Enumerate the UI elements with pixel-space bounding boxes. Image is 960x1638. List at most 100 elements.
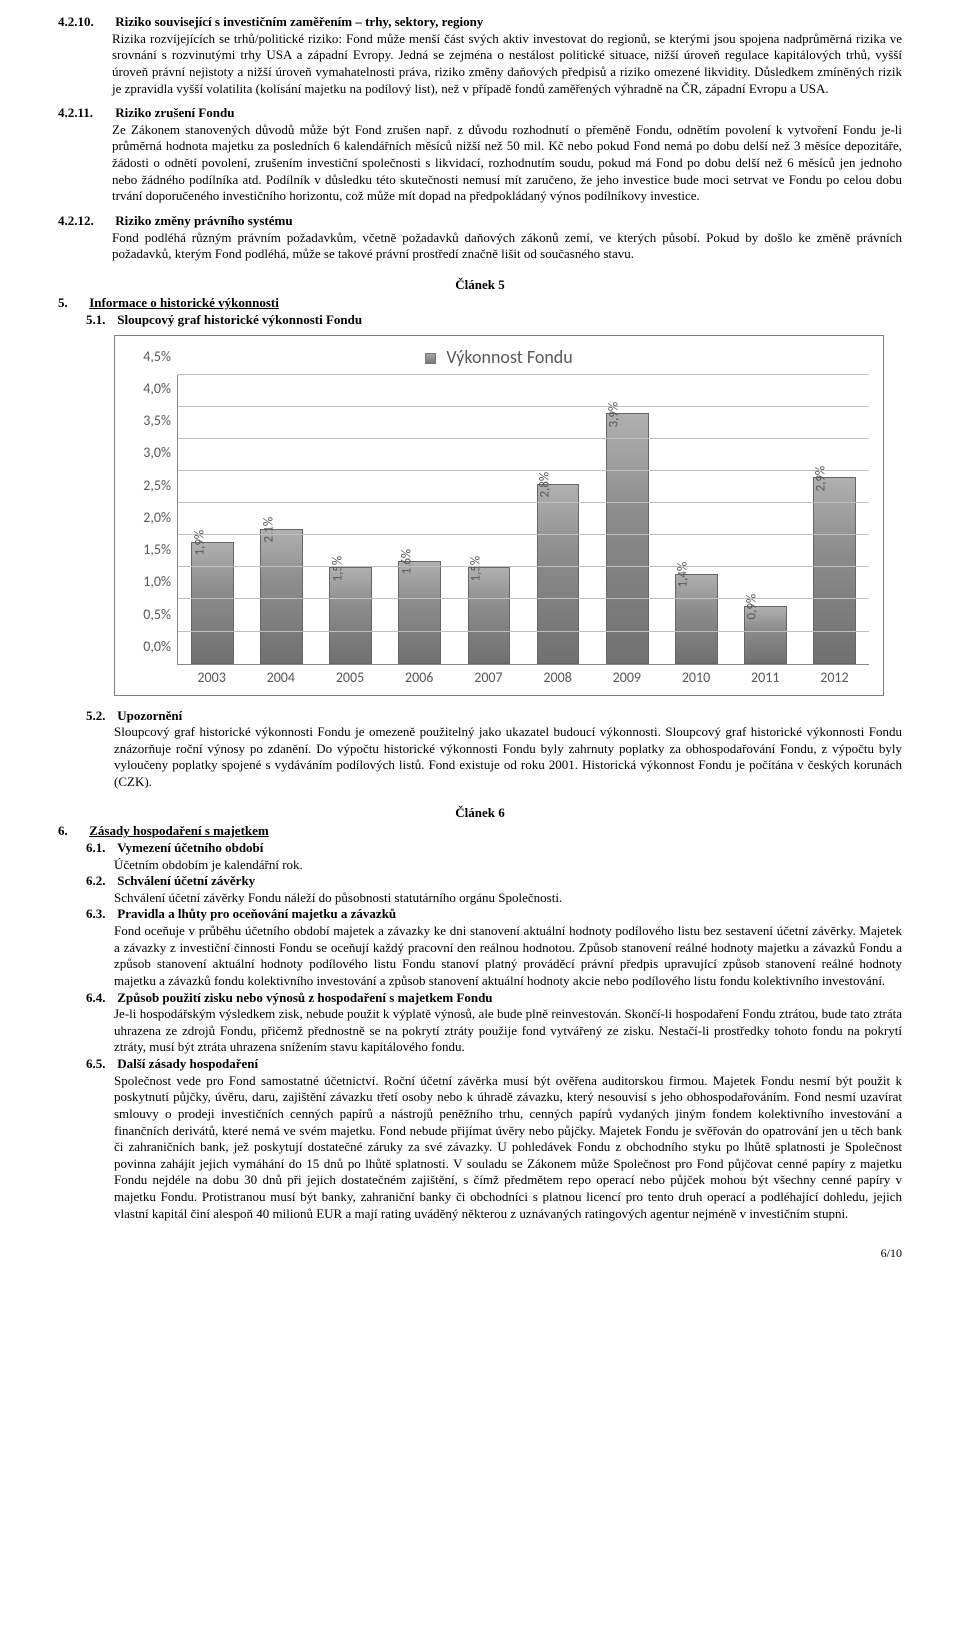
xtick-label: 2008 <box>523 669 592 687</box>
xtick-label: 2011 <box>731 669 800 687</box>
section-4-2-10: 4.2.10. Riziko související s investičním… <box>58 14 902 97</box>
sec-title: Vymezení účetního období <box>117 840 263 855</box>
ytick-label: 1,0% <box>143 573 171 591</box>
section-6-3: 6.3. Pravidla a lhůty pro oceňování maje… <box>86 906 902 923</box>
performance-chart: Výkonnost Fondu 0,0%0,5%1,0%1,5%2,0%2,5%… <box>114 335 884 696</box>
page-number: 6/10 <box>58 1246 902 1261</box>
sec-title: Informace o historické výkonnosti <box>89 295 279 310</box>
bar: 1,6% <box>398 561 441 664</box>
body-5-2: Sloupcový graf historické výkonnosti Fon… <box>114 724 902 791</box>
sec-title: Sloupcový graf historické výkonnosti Fon… <box>117 312 362 327</box>
heading-4-2-11: 4.2.11. Riziko zrušení Fondu <box>58 105 902 122</box>
body-6-3: Fond oceňuje v průběhu účetního období m… <box>114 923 902 990</box>
body-6-2: Schválení účetní závěrky Fondu náleží do… <box>114 890 902 907</box>
sec-title: Riziko zrušení Fondu <box>115 105 234 120</box>
sec-num: 6. <box>58 823 86 840</box>
gridline <box>178 502 869 503</box>
bar: 1,5% <box>468 567 511 663</box>
ytick-label: 2,5% <box>143 477 171 495</box>
ytick-label: 3,0% <box>143 444 171 462</box>
xtick-label: 2004 <box>246 669 315 687</box>
bar-value-label: 1,6% <box>399 549 418 575</box>
section-5: 5. Informace o historické výkonnosti <box>58 295 902 312</box>
ytick-label: 0,5% <box>143 606 171 624</box>
sec-num: 4.2.12. <box>58 213 112 230</box>
bar-slot: 1,6% <box>385 375 454 664</box>
bar: 0,9% <box>744 606 787 664</box>
sec-num: 5. <box>58 295 86 312</box>
article-6-title: Článek 6 <box>58 805 902 822</box>
legend-swatch-icon <box>425 353 436 364</box>
bar-value-label: 2,8% <box>537 472 556 498</box>
sec-num: 4.2.11. <box>58 105 112 122</box>
xtick-label: 2003 <box>177 669 246 687</box>
section-6-1: 6.1. Vymezení účetního období <box>86 840 902 857</box>
bar-slot: 1,5% <box>454 375 523 664</box>
gridline <box>178 470 869 471</box>
sec-num: 6.3. <box>86 906 114 923</box>
bar-slot: 1,9% <box>178 375 247 664</box>
body-6-5: Společnost vede pro Fond samostatné účet… <box>114 1073 902 1223</box>
ytick-label: 3,5% <box>143 412 171 430</box>
section-5-2: 5.2. Upozornění <box>86 708 902 725</box>
chart-plot: 0,0%0,5%1,0%1,5%2,0%2,5%3,0%3,5%4,0%4,5%… <box>129 375 869 665</box>
section-6-4: 6.4. Způsob použití zisku nebo výnosů z … <box>86 990 902 1007</box>
bar: 3,9% <box>606 413 649 663</box>
bar-slot: 3,9% <box>593 375 662 664</box>
chart-yaxis: 0,0%0,5%1,0%1,5%2,0%2,5%3,0%3,5%4,0%4,5% <box>129 375 177 665</box>
section-6: 6. Zásady hospodaření s majetkem <box>58 823 902 840</box>
chart-title-text: Výkonnost Fondu <box>446 346 572 368</box>
bar-value-label: 1,5% <box>330 555 349 581</box>
section-6-5: 6.5. Další zásady hospodaření <box>86 1056 902 1073</box>
bar-slot: 2,1% <box>247 375 316 664</box>
gridline <box>178 534 869 535</box>
bar-value-label: 2,1% <box>261 517 280 543</box>
sec-title: Pravidla a lhůty pro oceňování majetku a… <box>117 906 396 921</box>
body-6-4: Je-li hospodářským výsledkem zisk, nebud… <box>114 1006 902 1056</box>
section-4-2-11: 4.2.11. Riziko zrušení Fondu Ze Zákonem … <box>58 105 902 205</box>
gridline <box>178 438 869 439</box>
bar: 1,4% <box>675 574 718 664</box>
chart-xaxis: 2003200420052006200720082009201020112012 <box>177 669 869 687</box>
sec-title: Schválení účetní závěrky <box>117 873 255 888</box>
gridline <box>178 374 869 375</box>
bar-slot: 0,9% <box>731 375 800 664</box>
sec-title: Upozornění <box>117 708 182 723</box>
sec-num: 5.2. <box>86 708 114 725</box>
xtick-label: 2010 <box>661 669 730 687</box>
gridline <box>178 598 869 599</box>
body-6-1: Účetním obdobím je kalendářní rok. <box>114 857 902 874</box>
xtick-label: 2007 <box>454 669 523 687</box>
sec-num: 6.1. <box>86 840 114 857</box>
sec-title: Riziko související s investičním zaměřen… <box>115 14 483 29</box>
sec-num: 6.4. <box>86 990 114 1007</box>
body-4-2-12: Fond podléhá různým právním požadavkům, … <box>112 230 902 263</box>
sec-title: Způsob použití zisku nebo výnosů z hospo… <box>117 990 492 1005</box>
chart-title: Výkonnost Fondu <box>129 346 869 369</box>
heading-4-2-12: 4.2.12. Riziko změny právního systému <box>58 213 902 230</box>
body-4-2-11: Ze Zákonem stanovených důvodů může být F… <box>112 122 902 205</box>
bar-slot: 1,4% <box>662 375 731 664</box>
sec-num: 4.2.10. <box>58 14 112 31</box>
bar: 2,9% <box>813 477 856 663</box>
ytick-label: 4,5% <box>143 348 171 366</box>
xtick-label: 2005 <box>315 669 384 687</box>
sec-title: Další zásady hospodaření <box>117 1056 258 1071</box>
sec-num: 5.1. <box>86 312 114 329</box>
bar-slot: 2,8% <box>523 375 592 664</box>
xtick-label: 2012 <box>800 669 869 687</box>
bar-slot: 1,5% <box>316 375 385 664</box>
sec-num: 6.2. <box>86 873 114 890</box>
bar-value-label: 1,5% <box>468 555 487 581</box>
sec-num: 6.5. <box>86 1056 114 1073</box>
bar-slot: 2,9% <box>800 375 869 664</box>
ytick-label: 2,0% <box>143 509 171 527</box>
section-4-2-12: 4.2.12. Riziko změny právního systému Fo… <box>58 213 902 263</box>
sec-title: Riziko změny právního systému <box>115 213 292 228</box>
gridline <box>178 566 869 567</box>
body-4-2-10: Rizika rozvíjejících se trhů/politické r… <box>112 31 902 98</box>
bar: 2,8% <box>537 484 580 664</box>
bar: 1,5% <box>329 567 372 663</box>
chart-bars: 1,9% 2,1% 1,5% 1,6% 1,5% 2,8% 3,9% 1,4% 0,9% 2,9% <box>178 375 869 664</box>
xtick-label: 2009 <box>592 669 661 687</box>
